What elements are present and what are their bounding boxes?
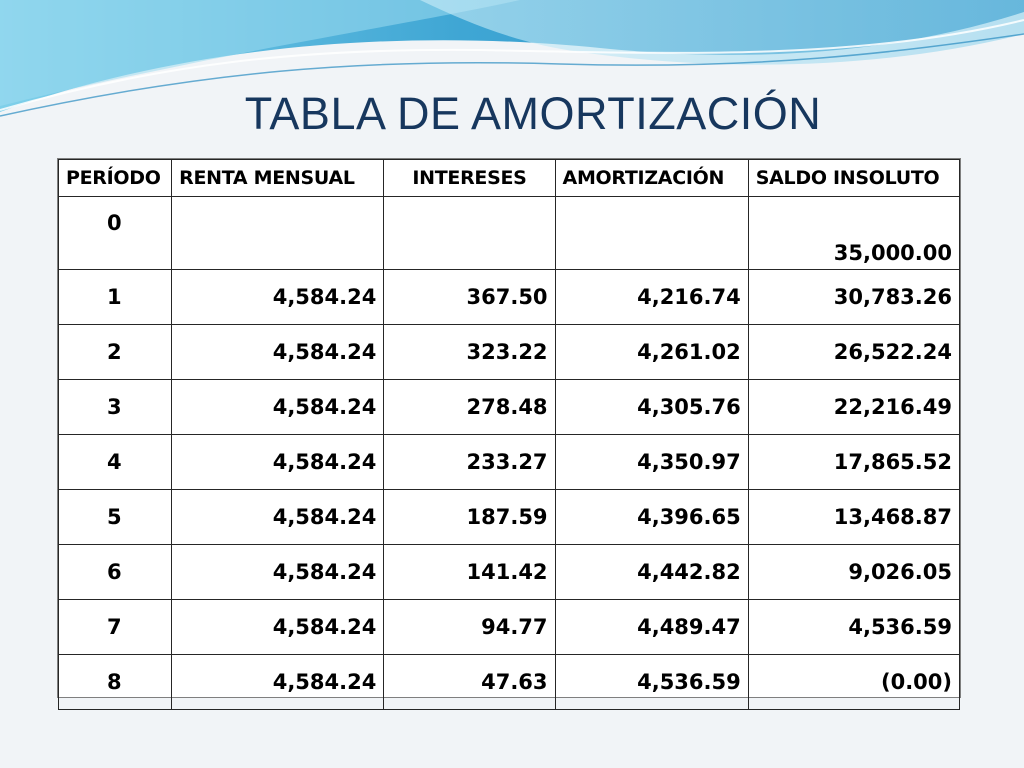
cell-periodo: 0: [57, 196, 173, 270]
header-intereses: INTERESES: [383, 159, 556, 197]
header-periodo: PERÍODO: [57, 159, 173, 197]
table-row: 7 4,584.24 94.77 4,489.47 4,536.59: [57, 599, 961, 655]
header-renta-mensual: RENTA MENSUAL: [171, 159, 385, 197]
cell-saldo: 26,522.24: [747, 324, 961, 380]
cell-saldo: 9,026.05: [747, 544, 961, 600]
cell-saldo: 35,000.00: [747, 196, 961, 270]
cell-periodo: 8: [57, 654, 173, 710]
cell-renta: 4,584.24: [171, 654, 385, 710]
table-row: 4 4,584.24 233.27 4,350.97 17,865.52: [57, 434, 961, 490]
cell-amortizacion: 4,305.76: [554, 379, 749, 435]
cell-renta: 4,584.24: [171, 599, 385, 655]
cell-periodo: 5: [57, 489, 173, 545]
header-saldo-insoluto: SALDO INSOLUTO: [747, 159, 961, 197]
cell-intereses: 233.27: [383, 434, 556, 490]
cell-renta: 4,584.24: [171, 269, 385, 325]
cell-amortizacion: 4,396.65: [554, 489, 749, 545]
cell-amortizacion: 4,442.82: [554, 544, 749, 600]
cell-amortizacion: 4,261.02: [554, 324, 749, 380]
table-row: 2 4,584.24 323.22 4,261.02 26,522.24: [57, 324, 961, 380]
cell-periodo: 2: [57, 324, 173, 380]
table-row: 6 4,584.24 141.42 4,442.82 9,026.05: [57, 544, 961, 600]
cell-amortizacion: [554, 196, 749, 270]
cell-intereses: 367.50: [383, 269, 556, 325]
table-header-row: PERÍODO RENTA MENSUAL INTERESES AMORTIZA…: [57, 159, 961, 197]
cell-intereses: 278.48: [383, 379, 556, 435]
table-row: 8 4,584.24 47.63 4,536.59 (0.00): [57, 654, 961, 710]
cell-renta: 4,584.24: [171, 434, 385, 490]
cell-periodo: 4: [57, 434, 173, 490]
cell-saldo: 13,468.87: [747, 489, 961, 545]
cell-amortizacion: 4,216.74: [554, 269, 749, 325]
cell-amortizacion: 4,489.47: [554, 599, 749, 655]
table-row: 3 4,584.24 278.48 4,305.76 22,216.49: [57, 379, 961, 435]
cell-amortizacion: 4,350.97: [554, 434, 749, 490]
cell-periodo: 3: [57, 379, 173, 435]
table-row: 5 4,584.24 187.59 4,396.65 13,468.87: [57, 489, 961, 545]
cell-renta: 4,584.24: [171, 379, 385, 435]
cell-periodo: 6: [57, 544, 173, 600]
cell-saldo: 22,216.49: [747, 379, 961, 435]
cell-renta: 4,584.24: [171, 544, 385, 600]
table-row: 0 35,000.00: [57, 196, 961, 270]
cell-renta: [171, 196, 385, 270]
slide-title: TABLA DE AMORTIZACIÓN: [244, 88, 822, 139]
cell-saldo: (0.00): [747, 654, 961, 710]
amortization-table: PERÍODO RENTA MENSUAL INTERESES AMORTIZA…: [57, 158, 961, 710]
cell-intereses: 141.42: [383, 544, 556, 600]
cell-amortizacion: 4,536.59: [554, 654, 749, 710]
table-row: 1 4,584.24 367.50 4,216.74 30,783.26: [57, 269, 961, 325]
cell-periodo: 7: [57, 599, 173, 655]
cell-renta: 4,584.24: [171, 489, 385, 545]
cell-renta: 4,584.24: [171, 324, 385, 380]
header-amortizacion: AMORTIZACIÓN: [554, 159, 749, 197]
cell-intereses: [383, 196, 556, 270]
cell-intereses: 323.22: [383, 324, 556, 380]
cell-saldo: 17,865.52: [747, 434, 961, 490]
cell-saldo: 30,783.26: [747, 269, 961, 325]
cell-saldo: 4,536.59: [747, 599, 961, 655]
cell-intereses: 187.59: [383, 489, 556, 545]
cell-periodo: 1: [57, 269, 173, 325]
cell-intereses: 47.63: [383, 654, 556, 710]
cell-intereses: 94.77: [383, 599, 556, 655]
